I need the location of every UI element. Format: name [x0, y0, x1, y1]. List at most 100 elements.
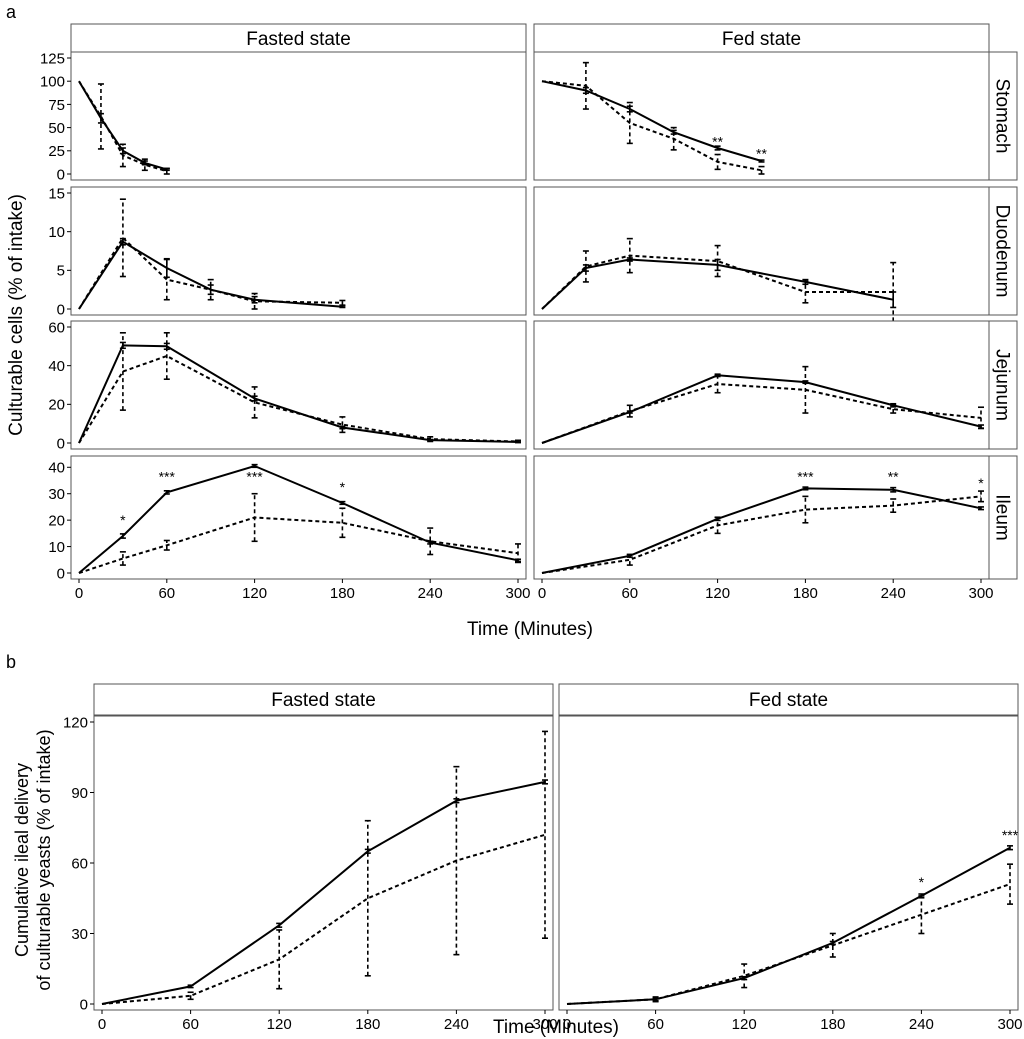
- x-tick-label: 300: [532, 1016, 557, 1033]
- significance-label: ***: [797, 469, 814, 485]
- panel-stomach-fed: ** **: [533, 51, 990, 181]
- facet-column-label: Fed state: [749, 690, 828, 711]
- y-tick-label: 40: [48, 358, 65, 375]
- y-tick-label: 30: [71, 926, 88, 943]
- facet-strip-row: [988, 51, 1018, 181]
- y-axis-title: Cumulative ileal deliveryof culturable y…: [12, 729, 54, 990]
- error-bar-solid: [339, 500, 346, 506]
- x-tick-label: 180: [330, 585, 355, 602]
- series-line-dashed: [101, 833, 546, 1005]
- error-bar-solid: [163, 490, 170, 495]
- x-tick-label: 0: [98, 1016, 106, 1033]
- error-bar-solid: [119, 533, 126, 539]
- series-line-dashed: [78, 80, 168, 173]
- panel-ileum-fed: *** ** *: [533, 455, 990, 580]
- error-bar-dashed: [652, 996, 659, 1003]
- error-bar-dashed: [582, 250, 589, 283]
- error-bar-dashed: [802, 365, 809, 414]
- error-bar-dashed: [163, 331, 170, 381]
- panel-frame: [70, 186, 527, 316]
- error-bar-dashed: [802, 280, 809, 304]
- facet-column-label: Fasted state: [271, 690, 376, 711]
- panel-cumulative-fasted: [93, 715, 554, 1011]
- panel-ileum-fasted: **** ****: [70, 455, 527, 580]
- error-bar-dashed: [251, 386, 258, 419]
- error-bar-dashed: [515, 543, 521, 564]
- panel-b-label: b: [6, 652, 16, 672]
- error-bar-dashed: [626, 553, 633, 566]
- series-line-dashed: [541, 382, 982, 444]
- y-tick-label: 50: [48, 120, 65, 137]
- error-bar-dashed: [626, 404, 633, 418]
- x-tick-label: 120: [267, 1016, 292, 1033]
- facet-row-label: Stomach: [991, 79, 1012, 154]
- error-bar-dashed: [339, 299, 346, 306]
- error-bar-dashed: [251, 492, 258, 543]
- error-bar-dashed: [714, 153, 721, 171]
- y-tick-label: 20: [48, 513, 65, 530]
- error-bar-solid: [978, 506, 984, 511]
- panel-frame: [70, 455, 527, 580]
- panel-jejunum-fed: [533, 320, 990, 450]
- x-tick-label: 300: [997, 1016, 1022, 1033]
- x-tick-label: 60: [647, 1016, 664, 1033]
- y-tick-label: 0: [80, 996, 88, 1013]
- error-bar-dashed: [542, 730, 548, 940]
- error-bar-dashed: [119, 143, 126, 168]
- error-bar-dashed: [364, 819, 371, 977]
- significance-label: **: [756, 146, 767, 162]
- error-bar-solid: [890, 486, 897, 493]
- significance-label: *: [120, 512, 126, 528]
- series-line-dashed: [566, 883, 1011, 1005]
- y-tick-label: 10: [48, 224, 65, 241]
- panel-frame: [533, 51, 990, 181]
- significance-label: ***: [159, 469, 176, 485]
- error-bar-dashed: [670, 126, 677, 151]
- error-bar-dashed: [163, 258, 170, 301]
- panel-frame: [533, 186, 990, 316]
- error-bar-dashed: [427, 527, 434, 556]
- significance-label: *: [978, 475, 984, 491]
- error-bar-dashed: [453, 765, 460, 956]
- error-bar-dashed: [1007, 863, 1013, 905]
- series-line-solid: [78, 240, 343, 310]
- panel-a-label: a: [6, 2, 17, 22]
- error-bar-dashed: [978, 490, 984, 503]
- x-tick-label: 120: [732, 1016, 757, 1033]
- error-bar-solid: [276, 922, 283, 928]
- error-bar-solid: [339, 305, 346, 309]
- x-tick-label: 120: [242, 585, 267, 602]
- panel-frame: [93, 715, 554, 1011]
- error-bar-solid: [758, 159, 765, 163]
- error-bar-dashed: [714, 516, 721, 535]
- error-bar-dashed: [714, 244, 721, 278]
- error-bar-dashed: [829, 932, 836, 958]
- x-tick-label: 0: [563, 1016, 571, 1033]
- error-bar-dashed: [119, 551, 126, 566]
- x-tick-label: 180: [355, 1016, 380, 1033]
- error-bar-dashed: [119, 331, 126, 411]
- panel-cumulative-fed: ****: [558, 715, 1019, 1011]
- y-tick-label: 100: [40, 74, 65, 91]
- y-tick-label: 125: [40, 50, 65, 67]
- facet-strip-column: [533, 23, 990, 53]
- panel-duodenum-fed: [533, 186, 990, 323]
- error-bar-solid: [187, 984, 194, 989]
- series-line-solid: [101, 780, 546, 1005]
- error-bar-dashed: [339, 507, 346, 539]
- error-bar-dashed: [251, 292, 258, 310]
- chart-b: Fasted state Fed state 0 30 60 90 120 0 60 120 180…: [12, 683, 1023, 1038]
- error-bar-dashed: [890, 498, 897, 514]
- y-axis-title-line: of culturable yeasts (% of intake): [34, 729, 54, 990]
- error-bar-dashed: [119, 198, 126, 278]
- error-bar-dashed: [741, 963, 748, 989]
- x-tick-label: 0: [75, 585, 83, 602]
- x-tick-label: 120: [705, 585, 730, 602]
- facet-row-label: Ileum: [991, 494, 1012, 540]
- y-tick-label: 30: [48, 486, 65, 503]
- error-bar-dashed: [758, 165, 765, 175]
- significance-label: *: [340, 479, 346, 495]
- x-tick-label: 300: [968, 585, 993, 602]
- error-bar-dashed: [97, 83, 104, 150]
